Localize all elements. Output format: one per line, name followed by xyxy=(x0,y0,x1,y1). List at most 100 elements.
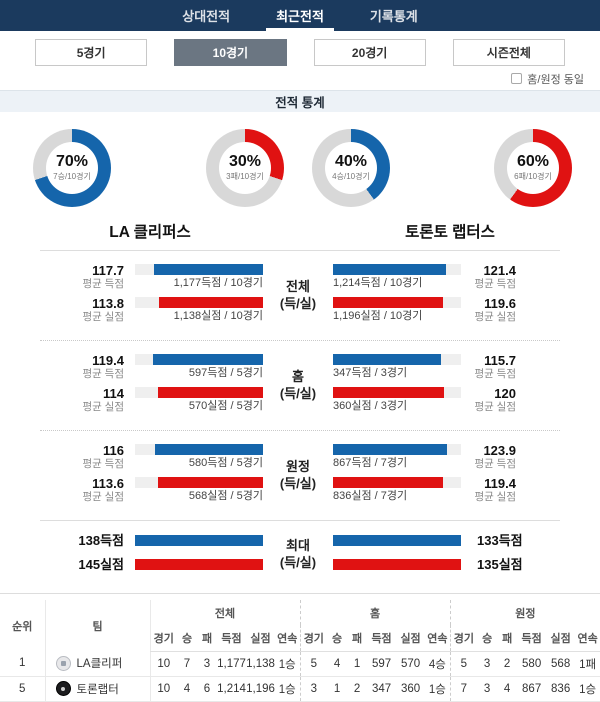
home-center-label: 홈 (득/실) xyxy=(279,369,317,401)
overall-right-score-label: 평균 득점 xyxy=(474,278,516,290)
section-header: 전적 통계 xyxy=(0,90,600,112)
away-right-score-label: 평균 득점 xyxy=(474,458,516,470)
cell: 4 xyxy=(327,651,348,677)
overall-left-allow-label: 평균 실점 xyxy=(82,311,124,323)
home-right-score-value: 115.7 xyxy=(484,353,516,368)
away-left-bars: 580득점 / 5경기 568실점 / 5경기 xyxy=(135,444,263,510)
sub-header: 연속 xyxy=(275,625,301,652)
dotted-divider xyxy=(40,430,560,431)
cell: 1승 xyxy=(575,676,600,702)
filter-10-games[interactable]: 10경기 xyxy=(174,39,287,66)
max-left-bars xyxy=(135,535,263,570)
tab-record-stats[interactable]: 기록통계 xyxy=(369,9,418,24)
overall-right-bars: 1,214득점 / 10경기 1,196실점 / 10경기 xyxy=(333,264,461,330)
sub-header: 패 xyxy=(197,625,217,652)
stat-compare-area: 117.7 평균 득점 113.8 평균 실점 1,177득점 / 10경기 1,1… xyxy=(0,251,600,583)
cell: 1,196 xyxy=(246,676,275,702)
cell: 1,214 xyxy=(217,676,246,702)
overall-right-allow-bar xyxy=(333,297,461,308)
cell: 570 xyxy=(396,651,426,677)
home-away-same-label: 홈/원정 동일 xyxy=(527,73,584,86)
home-right-bars: 347득점 / 3경기 360실점 / 3경기 xyxy=(333,354,461,420)
overall-right-allow-label: 평균 실점 xyxy=(474,311,516,323)
home-left-score-value: 119.4 xyxy=(92,353,124,368)
home-left-score-bar xyxy=(135,354,263,365)
toronto-raptors-logo xyxy=(55,681,71,696)
cell: 568 xyxy=(546,651,576,677)
divider xyxy=(40,250,560,251)
max-right-allow-bar xyxy=(333,559,461,570)
top-nav: 상대전적 최근전적 기록통계 xyxy=(0,0,600,31)
cell: 1승 xyxy=(275,651,301,677)
home-left-allow-value: 114 xyxy=(103,386,124,401)
table-row-la-clippers[interactable]: 1 LA클리퍼 10 7 3 1,177 1,138 1승 5 4 1 597 … xyxy=(0,651,600,677)
away-left-score-value: 116 xyxy=(103,443,124,458)
home-right-score-bar xyxy=(333,354,461,365)
table-top-rule xyxy=(0,593,600,594)
overall-left-bars: 1,177득점 / 10경기 1,138실점 / 10경기 xyxy=(135,264,263,330)
home-left-score-bar-label: 597득점 / 5경기 xyxy=(188,367,263,379)
table-sub-header-row: 경기 승 패 득점 실점 연속 경기 승 패 득점 실점 연속 경기 승 패 득… xyxy=(0,625,600,652)
stat-row-away: 116 평균 득점 113.6 평균 실점 580득점 / 5경기 568실점 / … xyxy=(0,431,600,520)
filter-season-all[interactable]: 시즌전체 xyxy=(452,39,565,66)
sub-header: 실점 xyxy=(396,625,426,652)
cell: 1,138 xyxy=(246,651,275,677)
tab-recent-record[interactable]: 최근전적 xyxy=(266,0,334,31)
right-win-sub: 4승/10경기 xyxy=(332,172,370,181)
filter-5-games[interactable]: 5경기 xyxy=(35,39,148,66)
home-right-allow-label: 평균 실점 xyxy=(474,401,516,413)
cell: 5 xyxy=(449,651,478,677)
team-name-row: LA 클리퍼스 토론토 랩터스 xyxy=(0,216,600,246)
cell: 2 xyxy=(497,651,518,677)
away-right-score-value: 123.9 xyxy=(483,443,516,458)
stat-row-max: 138득점 145실점 최대 (득/실) 133득점 135실점 xyxy=(0,521,600,583)
cell: 3 xyxy=(477,676,498,702)
tab-head-to-head[interactable]: 상대전적 xyxy=(182,9,231,24)
sub-header: 연속 xyxy=(425,625,451,652)
team-cell: 토론랩터 xyxy=(44,676,150,702)
overall-right-allow-bar-label: 1,196실점 / 10경기 xyxy=(333,310,423,322)
cell: 867 xyxy=(517,676,547,702)
table-row-toronto-raptors[interactable]: 5 토론랩터 10 4 6 1,214 1,196 1승 3 1 2 347 3… xyxy=(0,676,600,702)
home-right-score-bar-label: 347득점 / 3경기 xyxy=(333,367,408,379)
overall-right-score-bar-label: 1,214득점 / 10경기 xyxy=(333,277,423,289)
right-win-pct: 40% xyxy=(334,153,368,170)
left-loss-donut-chart: 30% 3패/10경기 xyxy=(206,129,284,207)
group-header-home: 홈 xyxy=(299,600,451,625)
home-right-allow-value: 120 xyxy=(494,386,516,401)
home-right-allow-bar xyxy=(333,387,461,398)
cell: 7 xyxy=(177,651,197,677)
left-team-name: LA 클리퍼스 xyxy=(109,224,191,241)
away-right-score-bar-label: 867득점 / 7경기 xyxy=(333,457,408,469)
away-left-score-label: 평균 득점 xyxy=(82,458,124,470)
cell: 10 xyxy=(149,651,177,677)
right-loss-sub: 6패/10경기 xyxy=(514,172,552,181)
overall-right-score-bar xyxy=(333,264,461,275)
cell: 580 xyxy=(517,651,547,677)
away-right-allow-bar-label: 836실점 / 7경기 xyxy=(333,490,408,502)
home-away-same-checkbox[interactable] xyxy=(511,73,523,84)
home-right-values: 115.7 평균 득점 120 평균 실점 xyxy=(461,354,600,417)
team-name-text: LA클리퍼 xyxy=(76,658,123,671)
cell: 1,177 xyxy=(217,651,246,677)
group-header-overall: 전체 xyxy=(149,600,301,625)
cell: 4 xyxy=(177,676,197,702)
team-name-text: 토론랩터 xyxy=(76,683,119,696)
max-right-score-bar xyxy=(333,535,461,546)
home-right-score-label: 평균 득점 xyxy=(474,368,516,380)
sub-header: 경기 xyxy=(299,625,328,652)
filter-20-games[interactable]: 20경기 xyxy=(313,39,426,66)
cell: 1 xyxy=(347,651,368,677)
right-loss-pct: 60% xyxy=(516,153,550,170)
away-right-allow-value: 119.4 xyxy=(484,476,516,491)
overall-center-label: 전체 (득/실) xyxy=(279,279,317,311)
sub-header: 패 xyxy=(497,625,518,652)
max-center-label: 최대 (득/실) xyxy=(279,538,317,570)
home-left-bars: 597득점 / 5경기 570실점 / 5경기 xyxy=(135,354,263,420)
away-left-allow-bar xyxy=(135,477,263,488)
max-left-score-value: 138득점 xyxy=(78,532,124,548)
group-header-away: 원정 xyxy=(449,600,600,625)
away-left-allow-value: 113.6 xyxy=(92,476,124,491)
max-right-values: 133득점 135실점 xyxy=(461,533,600,571)
rank-cell: 1 xyxy=(0,651,45,677)
